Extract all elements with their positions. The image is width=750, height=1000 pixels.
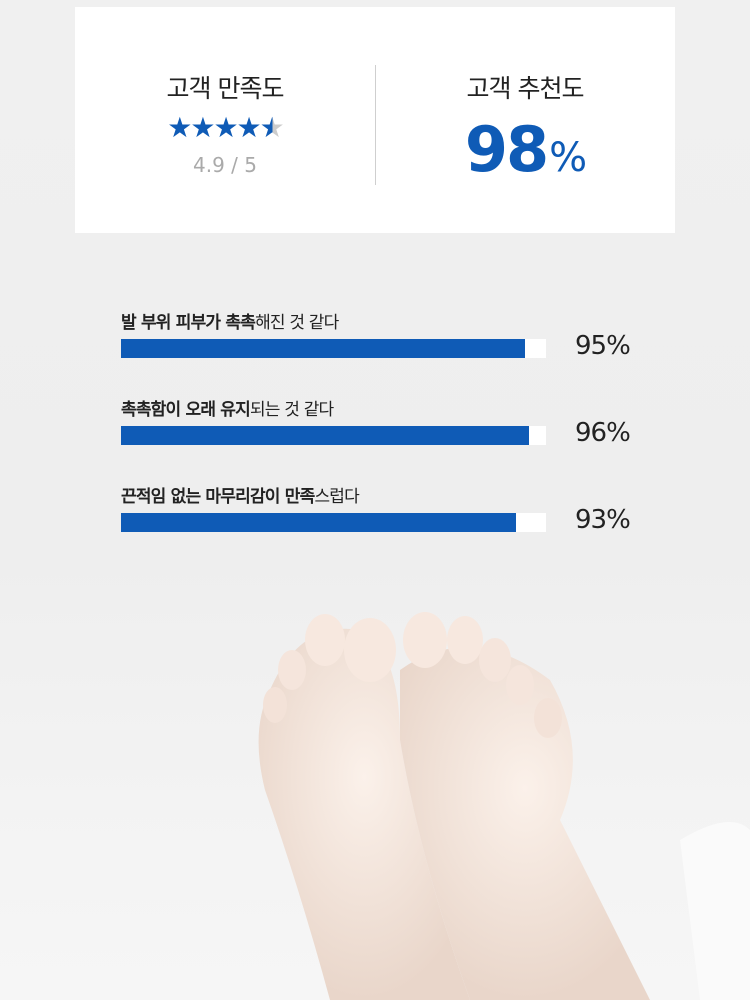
survey-label: 발 부위 피부가 촉촉해진 것 같다 xyxy=(121,308,641,333)
survey-percent: 95% xyxy=(575,331,631,361)
progress-track xyxy=(121,513,546,532)
survey-label-bold: 끈적임 없는 마무리감이 만족 xyxy=(121,487,315,507)
recommendation-section: 고객 추천도 98% xyxy=(375,7,675,193)
star-icon: ★ xyxy=(167,111,192,144)
survey-label-bold: 발 부위 피부가 촉촉 xyxy=(121,313,256,333)
survey-percent: 93% xyxy=(575,505,631,535)
survey-percent: 96% xyxy=(575,418,631,448)
progress-track xyxy=(121,339,546,358)
survey-row: 발 부위 피부가 촉촉해진 것 같다 95% xyxy=(121,308,641,361)
survey-row: 끈적임 없는 마무리감이 만족스럽다 93% xyxy=(121,482,641,535)
survey-label: 끈적임 없는 마무리감이 만족스럽다 xyxy=(121,482,641,507)
star-icon: ★ xyxy=(213,111,238,144)
percent-sign: % xyxy=(549,135,587,181)
recommendation-number: 98 xyxy=(464,113,549,186)
recommendation-title: 고객 추천도 xyxy=(466,74,585,103)
progress-track xyxy=(121,426,546,445)
survey-label-regular: 해진 것 같다 xyxy=(255,313,339,333)
survey-label: 촉촉함이 오래 유지되는 것 같다 xyxy=(121,395,641,420)
star-icon: ★ xyxy=(236,111,262,144)
star-icon: ★ xyxy=(190,111,215,144)
divider xyxy=(375,65,376,185)
survey-label-regular: 스럽다 xyxy=(314,487,359,507)
progress-fill xyxy=(121,426,529,445)
survey-row: 촉촉함이 오래 유지되는 것 같다 96% xyxy=(121,395,641,448)
satisfaction-score: 4.9 / 5 xyxy=(193,153,257,177)
satisfaction-section: 고객 만족도 ★★★★★ 4.9 / 5 xyxy=(75,7,375,177)
survey-label-regular: 되는 것 같다 xyxy=(249,400,334,420)
star-rating: ★★★★★ xyxy=(75,113,375,143)
half-star-icon: ★ xyxy=(259,111,285,144)
survey-label-bold: 촉촉함이 오래 유지 xyxy=(121,400,251,420)
rating-summary-card: 고객 만족도 ★★★★★ 4.9 / 5 고객 추천도 98% xyxy=(75,7,675,233)
satisfaction-title: 고객 만족도 xyxy=(166,74,285,103)
recommendation-value: 98% xyxy=(375,115,675,193)
progress-fill xyxy=(121,513,517,532)
feet-photo xyxy=(258,612,750,1000)
progress-fill xyxy=(121,339,525,358)
